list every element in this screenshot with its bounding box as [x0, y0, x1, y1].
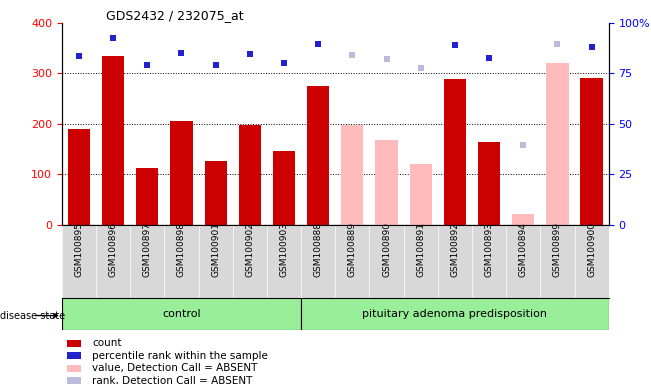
Point [74, 53, 84, 59]
Bar [62, 298, 301, 330]
Bar [273, 151, 295, 225]
Text: value, Detection Call = ABSENT: value, Detection Call = ABSENT [92, 363, 257, 373]
Bar [239, 125, 261, 225]
Bar [444, 79, 466, 225]
Bar [512, 214, 534, 225]
Bar [376, 141, 398, 225]
Bar [581, 78, 603, 225]
Bar [307, 86, 329, 225]
Point [245, 51, 255, 57]
Bar [136, 168, 158, 225]
Bar [478, 142, 500, 225]
Point [484, 55, 494, 61]
Point [518, 141, 529, 147]
Text: percentile rank within the sample: percentile rank within the sample [92, 351, 268, 361]
Point [142, 62, 152, 68]
Point [381, 56, 392, 63]
Text: rank, Detection Call = ABSENT: rank, Detection Call = ABSENT [92, 376, 253, 384]
Text: count: count [92, 338, 122, 348]
Point [415, 65, 426, 71]
Point [552, 41, 562, 47]
Bar [68, 129, 90, 225]
Bar [102, 56, 124, 225]
Text: disease state: disease state [0, 311, 65, 321]
Text: control: control [162, 309, 201, 319]
Text: GDS2432 / 232075_at: GDS2432 / 232075_at [105, 9, 243, 22]
Bar [546, 63, 568, 225]
Point [587, 44, 597, 50]
Point [176, 50, 187, 56]
Point [347, 52, 357, 58]
Bar [409, 164, 432, 225]
Point [210, 62, 221, 68]
Bar [204, 161, 227, 225]
Bar [67, 364, 81, 372]
Bar [341, 125, 363, 225]
Text: pituitary adenoma predisposition: pituitary adenoma predisposition [363, 309, 547, 319]
Bar [171, 121, 193, 225]
Point [108, 35, 118, 41]
Bar [301, 298, 609, 330]
Bar [67, 339, 81, 347]
Bar [67, 352, 81, 359]
Point [450, 41, 460, 48]
Point [279, 60, 289, 66]
Bar [67, 377, 81, 384]
Point [313, 41, 324, 47]
